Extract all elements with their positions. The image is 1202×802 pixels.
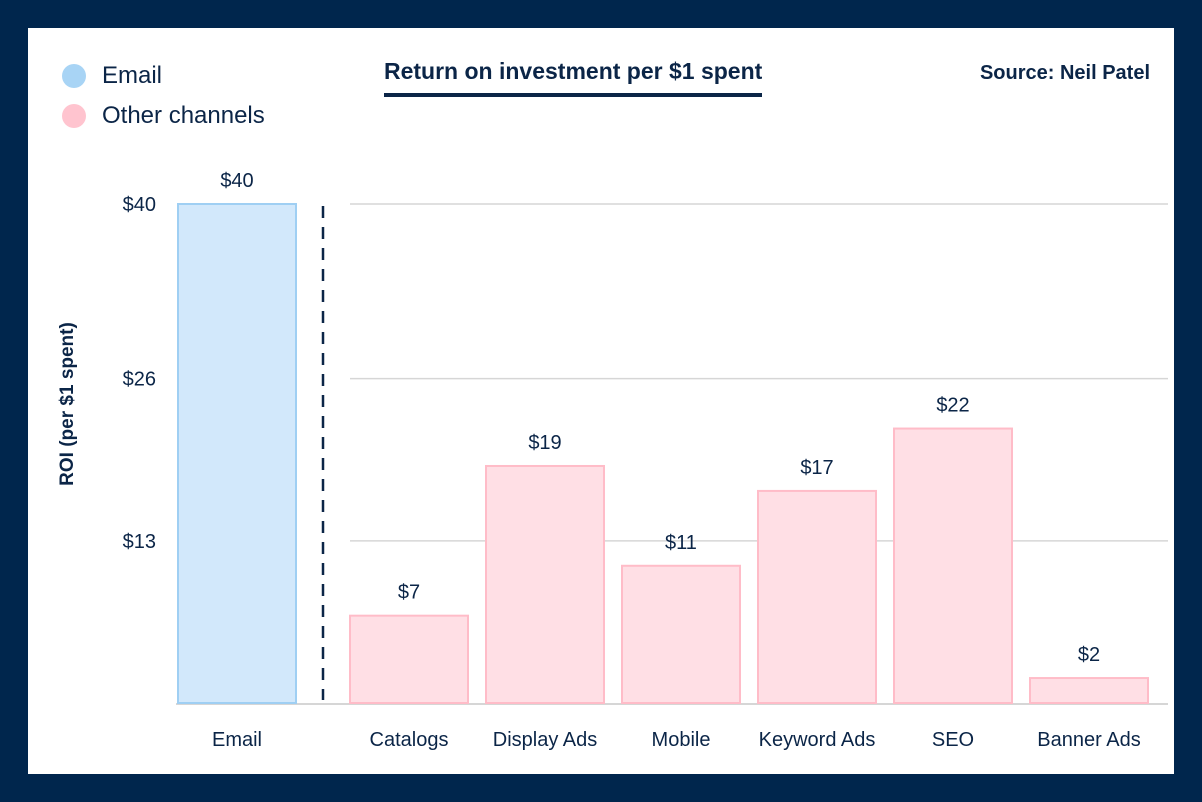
legend-label: Other channels [102, 102, 265, 129]
data-label: $22 [936, 395, 969, 417]
legend-item-email: Email [62, 62, 162, 90]
y-tick-label: $13 [123, 531, 156, 553]
y-tick-label: $40 [123, 194, 156, 216]
legend-item-other: Other channels [62, 102, 265, 130]
y-tick-label: $26 [123, 369, 156, 391]
bar-mobile [621, 564, 741, 705]
data-label: $2 [1078, 644, 1100, 666]
data-label: $40 [220, 170, 253, 192]
bar-seo [893, 427, 1013, 704]
data-label: $7 [398, 582, 420, 604]
bar-display-ads [485, 464, 605, 704]
bar-catalogs [349, 614, 469, 704]
data-label: $17 [800, 457, 833, 479]
x-tick-label: Email [212, 729, 262, 751]
x-tick-label: Banner Ads [1037, 729, 1140, 751]
data-label: $11 [665, 532, 697, 554]
x-tick-label: Keyword Ads [759, 729, 876, 751]
x-tick-label: SEO [932, 729, 974, 751]
legend-label: Email [102, 62, 163, 89]
legend-swatch-other [62, 104, 86, 128]
x-tick-label: Display Ads [493, 729, 598, 751]
data-label: $19 [528, 432, 561, 454]
bar-keyword-ads [757, 489, 877, 704]
x-tick-label: Catalogs [370, 729, 449, 751]
bar-banner-ads [1029, 677, 1149, 704]
x-tick-label: Mobile [652, 729, 711, 751]
legend-swatch-email [62, 64, 86, 88]
bar-email [177, 203, 297, 704]
chart-title: Return on investment per $1 spent [384, 58, 763, 97]
source-note: Source: Neil Patel [979, 62, 1150, 84]
